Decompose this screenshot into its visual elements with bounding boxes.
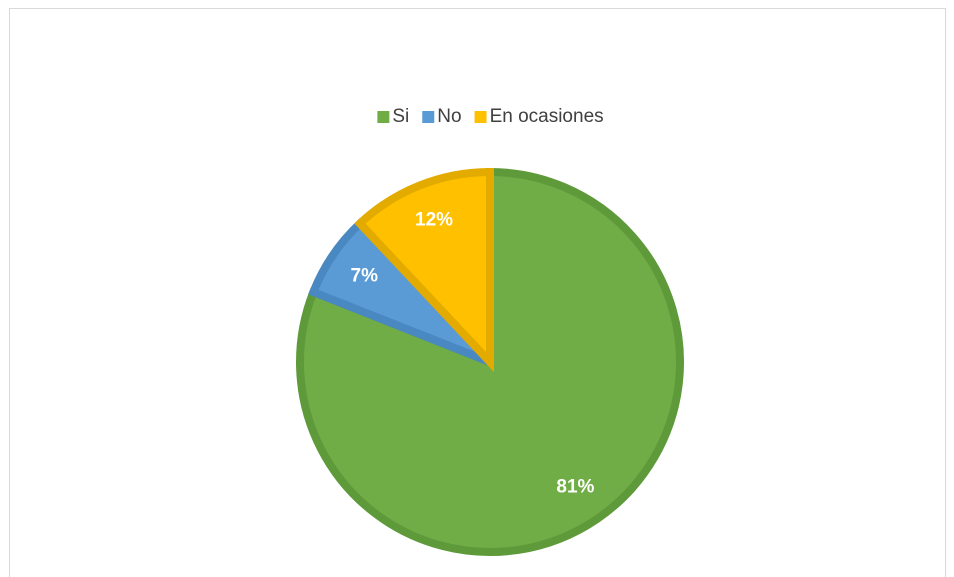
legend-swatch bbox=[474, 111, 487, 123]
data-label: 12% bbox=[415, 210, 453, 231]
legend-swatch bbox=[422, 111, 435, 123]
legend-swatch bbox=[377, 111, 390, 123]
pie-slice bbox=[354, 167, 494, 373]
legend-label: En ocasiones bbox=[490, 106, 604, 127]
legend-label: Si bbox=[392, 106, 409, 127]
legend-label: No bbox=[437, 106, 461, 127]
data-label: 81% bbox=[556, 477, 594, 498]
data-label: 7% bbox=[351, 266, 379, 287]
